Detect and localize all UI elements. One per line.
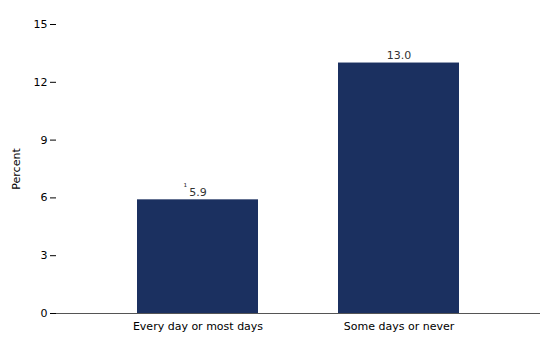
svg-text:¹: ¹ bbox=[183, 182, 187, 192]
svg-text:9: 9 bbox=[41, 134, 48, 147]
svg-text:Every day or most days: Every day or most days bbox=[133, 320, 263, 333]
svg-text:Some days or never: Some days or never bbox=[344, 320, 455, 333]
svg-text:5.9: 5.9 bbox=[189, 186, 207, 199]
svg-text:6: 6 bbox=[41, 191, 48, 204]
svg-text:0: 0 bbox=[41, 307, 48, 320]
svg-text:13.0: 13.0 bbox=[387, 49, 412, 62]
svg-text:12: 12 bbox=[34, 76, 48, 89]
svg-text:3: 3 bbox=[41, 249, 48, 262]
svg-text:Percent: Percent bbox=[10, 148, 23, 190]
svg-text:15: 15 bbox=[34, 18, 48, 31]
